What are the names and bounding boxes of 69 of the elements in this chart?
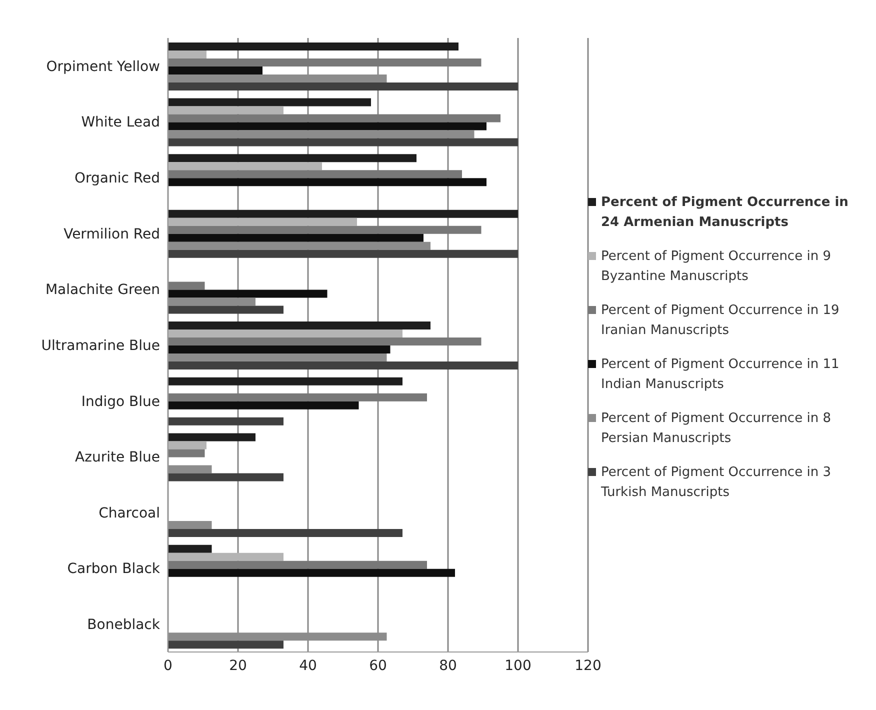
x-tick-label: 80 — [439, 658, 457, 674]
bar — [168, 66, 262, 74]
bar — [168, 338, 482, 346]
bar — [168, 114, 500, 122]
bar — [168, 106, 284, 114]
bar — [168, 138, 518, 146]
y-tick-label: Boneblack — [87, 617, 161, 634]
bar — [168, 330, 402, 338]
bar — [168, 354, 387, 362]
bar — [168, 58, 482, 66]
bar — [168, 162, 322, 170]
bar — [168, 290, 328, 298]
x-tick-label: 40 — [299, 658, 317, 674]
bar — [168, 552, 284, 561]
bar — [168, 306, 284, 314]
y-tick-label: Carbon Black — [67, 561, 161, 578]
bar — [168, 393, 427, 402]
legend-label: Percent of Pigment Occurrence in 19 Iranian Manuscripts — [601, 302, 840, 340]
bar — [168, 473, 284, 482]
y-tick-label: Indigo Blue — [81, 394, 160, 410]
bar — [168, 322, 430, 330]
legend-label: Percent of Pigment Occurrence in 24 Armenian Manuscripts — [601, 194, 850, 232]
legend-label: Percent of Pigment Occurrence in 8 Persian Manuscripts — [601, 410, 832, 448]
bar — [168, 568, 455, 577]
bar — [168, 210, 518, 218]
bar — [168, 50, 206, 58]
legend-label: Percent of Pigment Occurrence in 9 Byzantine Manuscripts — [601, 248, 832, 286]
bar — [168, 560, 427, 569]
bar — [168, 377, 402, 386]
bar — [168, 346, 390, 354]
bar — [168, 449, 205, 458]
bar — [168, 218, 357, 226]
bar — [168, 544, 212, 553]
bar — [168, 98, 371, 106]
y-tick-label: Azurite Blue — [75, 450, 160, 466]
y-tick-label: Vermilion Red — [64, 226, 160, 242]
bar — [168, 82, 518, 90]
bar — [168, 130, 474, 138]
x-tick-label: 120 — [574, 658, 602, 674]
bar — [168, 242, 430, 250]
y-tick-label: White Lead — [81, 114, 160, 131]
bar — [168, 417, 284, 426]
x-tick-label: 0 — [164, 658, 172, 674]
bar — [168, 154, 416, 162]
y-tick-label: Organic Red — [74, 170, 160, 187]
bar — [168, 250, 518, 258]
bar — [168, 401, 359, 410]
bar — [168, 178, 486, 186]
y-tick-label: Orpiment Yellow — [46, 58, 160, 75]
bar — [168, 433, 256, 442]
legend-label: Percent of Pigment Occurrence in 3 Turkish Manuscripts — [601, 464, 832, 502]
bar — [168, 170, 462, 178]
bar — [168, 441, 206, 450]
y-tick-label: Charcoal — [98, 505, 160, 522]
x-tick-label: 100 — [504, 658, 532, 674]
bar — [168, 226, 482, 234]
bar — [168, 362, 518, 370]
bar — [168, 234, 424, 242]
y-tick-label: Malachite Green — [45, 282, 160, 298]
x-tick-label: 60 — [369, 658, 387, 674]
bar — [168, 298, 256, 306]
bar — [168, 529, 402, 538]
x-tick-label: 20 — [229, 658, 247, 674]
bar — [168, 42, 458, 50]
bar — [168, 282, 205, 290]
legend-label: Percent of Pigment Occurrence in 11 Indian Manuscripts — [601, 356, 840, 394]
bar — [168, 122, 486, 130]
y-tick-label: Ultramarine Blue — [41, 338, 160, 354]
bar — [168, 640, 284, 649]
